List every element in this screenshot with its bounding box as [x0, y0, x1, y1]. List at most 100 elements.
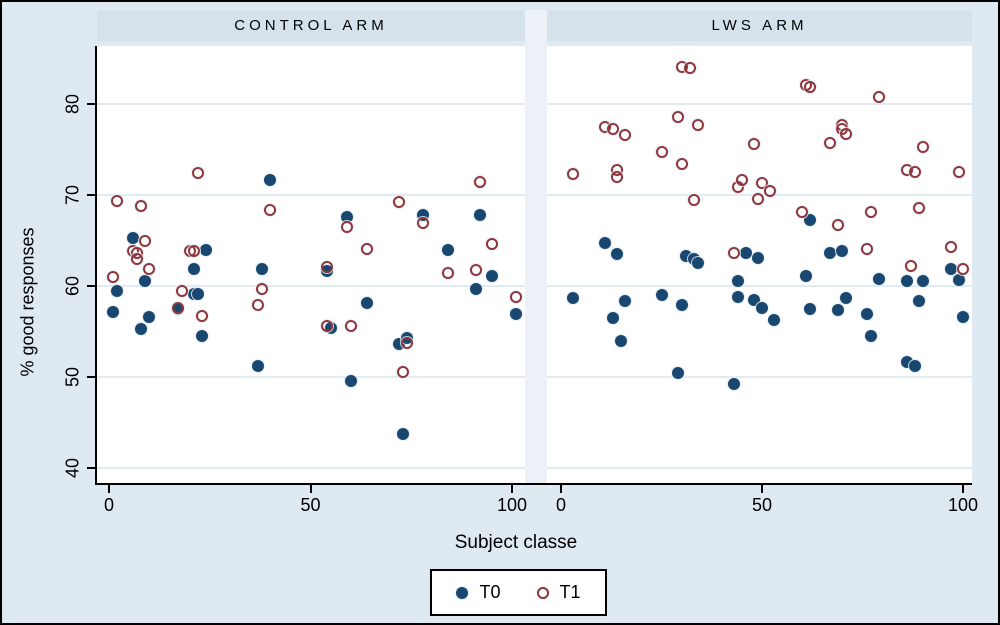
legend-t1-label: T1	[559, 582, 581, 602]
data-point-t1	[417, 217, 430, 230]
data-point-t0	[751, 251, 764, 264]
data-point-t0	[908, 360, 921, 373]
data-point-t1	[655, 146, 668, 159]
x-tick-p1-0	[560, 485, 562, 493]
gridline-y40	[97, 467, 525, 469]
data-point-t0	[360, 297, 373, 310]
data-point-t1	[340, 220, 353, 233]
data-point-t1	[393, 196, 406, 209]
data-point-t0	[756, 301, 768, 314]
data-point-t1	[872, 90, 885, 103]
data-point-t1	[135, 199, 148, 212]
data-point-t0	[143, 310, 156, 323]
y-tick-60	[87, 285, 95, 287]
data-point-t1	[252, 299, 265, 312]
data-point-t0	[800, 269, 813, 282]
x-tick-label-p0-100: 100	[496, 495, 528, 515]
x-tick-p1-50	[761, 485, 763, 493]
panel-header-lws-arm: LWS ARM	[547, 10, 972, 41]
data-point-t0	[916, 274, 929, 287]
gridline-y50	[547, 376, 972, 378]
data-point-t1	[397, 366, 410, 379]
data-point-t0	[864, 330, 877, 343]
x-tick-label-p1-50: 50	[751, 495, 773, 515]
data-point-t0	[691, 257, 704, 270]
data-point-t0	[912, 294, 925, 307]
y-tick-label-60: 60	[62, 275, 83, 297]
data-point-t1	[864, 206, 877, 219]
data-point-t1	[195, 310, 208, 323]
y-tick-label-50: 50	[62, 366, 83, 388]
data-point-t0	[804, 302, 817, 315]
data-point-t1	[727, 247, 740, 260]
data-point-t0	[111, 284, 124, 297]
data-point-t1	[683, 61, 696, 74]
data-point-t0	[804, 213, 817, 226]
data-point-t0	[731, 275, 744, 288]
data-point-t1	[756, 177, 768, 190]
data-point-t0	[860, 308, 873, 321]
data-point-t1	[611, 170, 624, 183]
data-point-t1	[111, 195, 124, 208]
data-point-t1	[957, 262, 969, 275]
gridline-y80	[547, 103, 972, 105]
data-point-t1	[764, 185, 777, 198]
data-point-t1	[916, 140, 929, 153]
data-point-t1	[107, 270, 120, 283]
data-point-t1	[401, 337, 414, 350]
data-point-t0	[195, 330, 208, 343]
gridline-y40	[547, 467, 972, 469]
legend-t0-marker-icon	[456, 586, 469, 599]
data-point-t0	[836, 245, 849, 258]
gridline-y80	[97, 103, 525, 105]
data-point-t1	[952, 166, 965, 179]
data-point-t1	[360, 242, 373, 255]
data-point-t0	[473, 209, 486, 222]
legend-t1-marker-icon	[536, 586, 549, 599]
data-point-t0	[619, 294, 632, 307]
data-point-t0	[264, 173, 277, 186]
data-point-t1	[751, 192, 764, 205]
data-point-t1	[687, 194, 700, 207]
data-point-t1	[904, 259, 917, 272]
x-tick-p0-100	[511, 485, 513, 493]
x-axis-line	[95, 483, 972, 485]
data-point-t1	[441, 267, 454, 280]
x-tick-label-p1-100: 100	[947, 495, 979, 515]
data-point-t1	[619, 128, 632, 141]
data-point-t0	[441, 243, 454, 256]
data-point-t1	[256, 282, 269, 295]
data-point-t1	[187, 245, 200, 258]
y-tick-70	[87, 194, 95, 196]
legend: T0 T1	[430, 569, 607, 616]
data-point-t0	[187, 262, 200, 275]
data-point-t1	[607, 122, 620, 135]
y-tick-label-40: 40	[62, 457, 83, 479]
data-point-t1	[510, 290, 523, 303]
data-point-t1	[320, 260, 333, 273]
data-point-t0	[615, 334, 628, 347]
y-tick-label-70: 70	[62, 184, 83, 206]
y-axis-line	[95, 46, 97, 483]
data-point-t0	[107, 306, 120, 319]
panel-gap	[525, 10, 547, 483]
x-tick-p1-100	[962, 485, 964, 493]
panel-title-control-arm: CONTROL ARM	[234, 17, 388, 34]
data-point-t1	[469, 263, 482, 276]
data-point-t1	[735, 174, 748, 187]
x-tick-label-p1-0: 0	[555, 495, 567, 515]
data-point-t1	[747, 138, 760, 151]
data-point-t0	[567, 291, 580, 304]
data-point-t0	[731, 290, 744, 303]
data-point-t1	[320, 320, 333, 333]
data-point-t0	[469, 282, 482, 295]
data-point-t0	[199, 243, 212, 256]
data-point-t0	[191, 288, 204, 301]
gridline-y60	[547, 285, 972, 287]
data-point-t1	[908, 166, 921, 179]
data-point-t0	[611, 248, 624, 261]
data-point-t0	[397, 428, 410, 441]
data-point-t1	[675, 158, 688, 171]
data-point-t0	[768, 313, 781, 326]
